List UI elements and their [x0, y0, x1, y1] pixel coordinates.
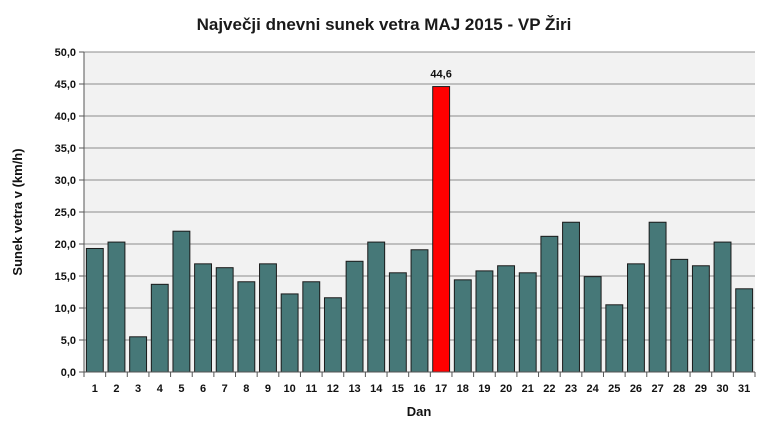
bar-day-17 [432, 86, 451, 373]
y-tick-label: 40,0 [55, 111, 76, 123]
bar-day-11 [302, 281, 321, 373]
bar-day-15 [388, 272, 407, 373]
x-tick-label: 17 [435, 383, 447, 395]
axes [79, 51, 756, 377]
bar-day-5 [172, 230, 191, 373]
bar-day-30 [713, 241, 732, 373]
bar-day-24 [583, 276, 602, 373]
x-tick-label: 31 [738, 383, 750, 395]
bar-day-21 [518, 272, 537, 373]
x-tick-label: 9 [265, 383, 271, 395]
bar-day-9 [259, 263, 277, 373]
data-labels: 44,6 [430, 69, 451, 81]
x-tick-label: 23 [565, 383, 577, 395]
bar-day-31 [735, 288, 754, 373]
y-tick-labels: 0,0 5,0 10,0 15,0 20,0 25,0 30,0 35,0 40,0 45,0 50… [55, 47, 76, 379]
x-tick-label: 24 [587, 383, 600, 395]
bar-day-26 [627, 263, 645, 373]
x-tick-label: 25 [608, 383, 620, 395]
y-tick-label: 0,0 [61, 367, 76, 379]
y-tick-label: 35,0 [55, 143, 76, 155]
x-tick-label: 13 [348, 383, 360, 395]
bar-day-19 [475, 270, 494, 373]
bar-day-10 [280, 293, 299, 373]
x-tick-label: 30 [716, 383, 728, 395]
bar-day-23 [562, 221, 580, 373]
bar-day-16 [410, 249, 429, 373]
x-tick-label: 27 [651, 383, 663, 395]
bar-day-1 [85, 247, 104, 373]
x-tick-label: 4 [157, 383, 164, 395]
x-tick-label: 5 [178, 383, 184, 395]
chart-title: Največji dnevni sunek vetra MAJ 2015 - V… [197, 15, 572, 34]
bar-day-4 [150, 283, 169, 373]
y-tick-label: 10,0 [55, 303, 76, 315]
y-tick-label: 15,0 [55, 271, 76, 283]
x-tick-label: 2 [113, 383, 119, 395]
y-tick-label: 5,0 [61, 335, 76, 347]
bar-day-13 [345, 260, 364, 373]
x-tick-label: 10 [284, 383, 296, 395]
bar-day-6 [194, 263, 212, 373]
x-tick-label: 19 [478, 383, 490, 395]
y-axis-label: Sunek vetra v (km/h) [10, 148, 25, 275]
x-tick-label: 7 [222, 383, 228, 395]
x-tick-label: 20 [500, 383, 512, 395]
bar-day-7 [215, 267, 234, 373]
x-tick-label: 22 [543, 383, 555, 395]
y-tick-label: 25,0 [55, 207, 76, 219]
bar-day-12 [323, 297, 342, 373]
x-tick-label: 12 [327, 383, 339, 395]
x-tick-label: 8 [243, 383, 249, 395]
data-label: 44,6 [430, 69, 451, 81]
x-tick-label: 1 [92, 383, 98, 395]
x-tick-label: 18 [457, 383, 469, 395]
bar-day-22 [540, 235, 559, 373]
y-tick-label: 45,0 [55, 79, 76, 91]
x-tick-label: 15 [392, 383, 404, 395]
x-tick-label: 26 [630, 383, 642, 395]
bar-day-18 [453, 279, 472, 373]
bar-day-3 [129, 336, 148, 373]
x-tick-label: 29 [695, 383, 707, 395]
x-axis-label: Dan [407, 404, 432, 419]
x-tick-label: 16 [413, 383, 425, 395]
x-tick-label: 11 [305, 383, 317, 395]
bar-day-20 [497, 265, 516, 373]
bar-day-2 [107, 241, 126, 373]
x-tick-label: 28 [673, 383, 685, 395]
bar-day-29 [691, 265, 710, 373]
bar-day-28 [670, 258, 689, 373]
bar-day-27 [648, 221, 667, 373]
x-tick-label: 6 [200, 383, 206, 395]
bar-day-14 [367, 241, 386, 373]
bar-day-8 [237, 281, 256, 373]
y-tick-label: 50,0 [55, 47, 76, 59]
x-tick-label: 21 [522, 383, 534, 395]
y-tick-label: 20,0 [55, 239, 76, 251]
x-tick-label: 14 [370, 383, 383, 395]
x-tick-label: 3 [135, 383, 141, 395]
bars [85, 86, 754, 373]
bar-day-25 [605, 304, 624, 373]
y-tick-label: 30,0 [55, 175, 76, 187]
x-tick-labels: 1 2 3 4 5 6 7 8 9 10 11 12 13 14 15 16 17 18 19 20 21 22 23 24 2… [92, 383, 751, 395]
